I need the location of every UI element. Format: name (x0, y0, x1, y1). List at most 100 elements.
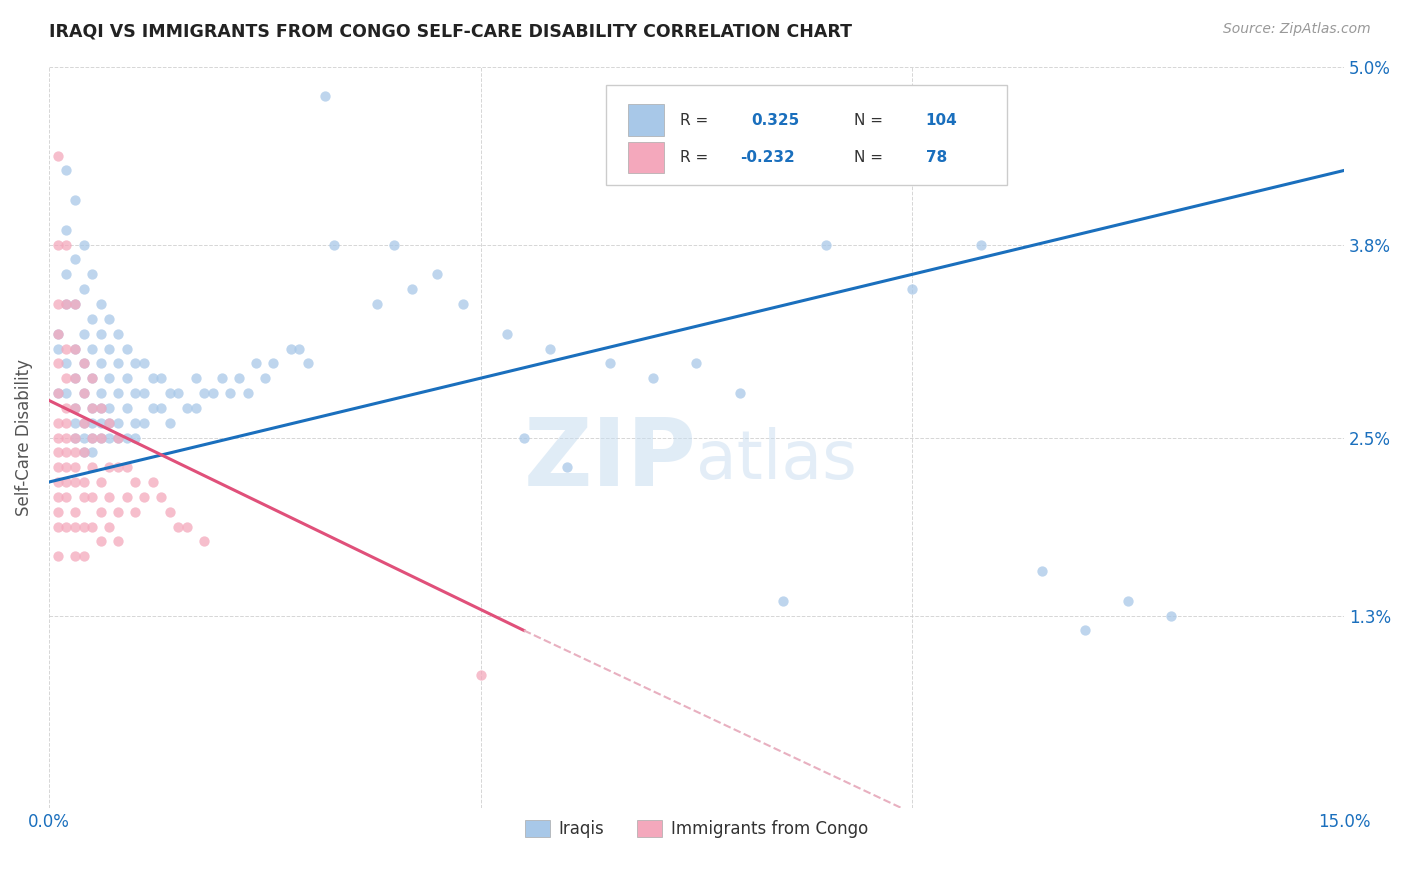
Point (280, 342, 302, 356)
Point (772, 593, 794, 607)
Point (297, 356, 319, 370)
Point (72, 386, 94, 401)
Point (98, 342, 121, 356)
Text: 78: 78 (925, 150, 948, 165)
Point (72, 416, 94, 430)
Point (46, 342, 69, 356)
Point (82, 416, 104, 430)
Point (98, 460, 121, 475)
Point (98, 401, 121, 415)
Point (219, 386, 242, 401)
Point (46, 237, 69, 252)
Point (46, 148, 69, 162)
Point (98, 311, 121, 326)
Bar (628, 142, 664, 173)
Point (142, 475, 165, 489)
Point (124, 386, 146, 401)
Text: R =: R = (679, 150, 707, 165)
Point (72, 326, 94, 341)
Point (82, 401, 104, 415)
Point (46, 505, 69, 519)
Point (288, 342, 311, 356)
Point (98, 416, 121, 430)
Point (124, 430, 146, 444)
Point (107, 356, 129, 370)
Point (46, 490, 69, 504)
Point (72, 445, 94, 459)
Point (115, 401, 138, 415)
Point (46, 475, 69, 489)
Point (63, 401, 86, 415)
Point (538, 342, 561, 356)
Point (132, 490, 155, 504)
Point (132, 356, 155, 370)
Point (685, 356, 707, 370)
Point (55, 401, 77, 415)
Point (184, 371, 207, 385)
Point (72, 445, 94, 459)
Point (1160, 608, 1182, 623)
Point (470, 668, 492, 682)
Point (63, 505, 86, 519)
Point (150, 490, 173, 504)
Point (63, 342, 86, 356)
Point (63, 519, 86, 533)
Point (63, 193, 86, 207)
Point (46, 460, 69, 475)
Point (55, 223, 77, 237)
Point (599, 356, 621, 370)
Y-axis label: Self-Care Disability: Self-Care Disability (15, 359, 32, 516)
Point (55, 445, 77, 459)
Point (55, 268, 77, 282)
Point (82, 342, 104, 356)
Point (107, 430, 129, 444)
Point (115, 371, 138, 385)
Point (132, 416, 155, 430)
Point (124, 356, 146, 370)
Point (63, 342, 86, 356)
Point (728, 386, 751, 401)
Point (82, 490, 104, 504)
Point (90, 326, 112, 341)
Point (142, 371, 165, 385)
Point (159, 505, 181, 519)
Point (98, 490, 121, 504)
Text: atlas: atlas (696, 426, 858, 492)
Text: -0.232: -0.232 (741, 150, 796, 165)
Point (46, 430, 69, 444)
Point (63, 445, 86, 459)
Point (55, 430, 77, 444)
Point (82, 268, 104, 282)
Point (63, 430, 86, 444)
Point (513, 430, 536, 444)
Point (107, 430, 129, 444)
Text: Source: ZipAtlas.com: Source: ZipAtlas.com (1223, 22, 1371, 37)
Point (63, 371, 86, 385)
Point (98, 430, 121, 444)
Point (55, 163, 77, 178)
Point (82, 430, 104, 444)
Point (63, 549, 86, 564)
Point (90, 534, 112, 549)
Point (150, 371, 173, 385)
Point (124, 505, 146, 519)
Point (72, 386, 94, 401)
Point (555, 460, 578, 475)
Point (253, 371, 276, 385)
Point (1031, 564, 1053, 578)
Point (115, 460, 138, 475)
Point (193, 534, 215, 549)
Point (107, 460, 129, 475)
Point (46, 386, 69, 401)
Text: 104: 104 (925, 112, 957, 128)
Point (46, 326, 69, 341)
Point (98, 416, 121, 430)
Point (82, 401, 104, 415)
Point (115, 430, 138, 444)
Point (314, 89, 336, 103)
Point (82, 460, 104, 475)
Point (115, 490, 138, 504)
Point (90, 297, 112, 311)
Point (426, 268, 449, 282)
Point (107, 386, 129, 401)
